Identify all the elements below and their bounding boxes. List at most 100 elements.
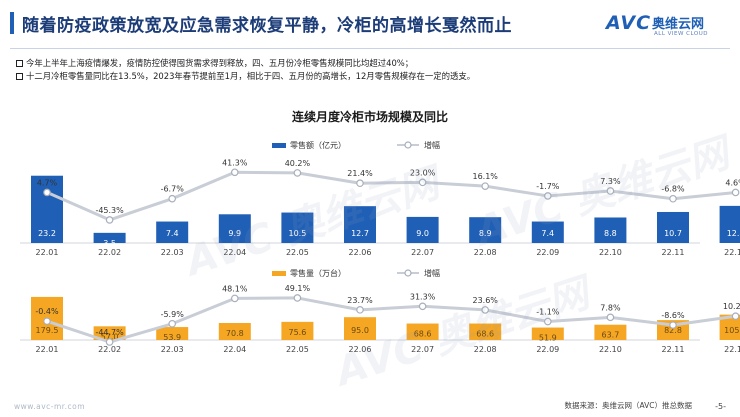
bar-value-label: 68.6 [414, 330, 432, 339]
bar-value-label: 179.5 [36, 326, 59, 335]
bar-sales [344, 206, 376, 243]
growth-value-label: 23.7% [347, 296, 373, 305]
growth-value-label: 41.3% [222, 158, 248, 167]
bar-sales [218, 214, 251, 243]
growth-value-label: -45.3% [95, 206, 124, 215]
growth-value-label: -44.7% [95, 328, 124, 337]
bar-value-label: 57.0 [101, 332, 119, 341]
x-tick-label: 22.02 [98, 345, 121, 354]
chart-title: 连续月度冷柜市场规模及同比 [291, 110, 448, 124]
footer-source: 数据来源：奥维云网（AVC）推总数据 [564, 401, 692, 410]
bar-value-label: 23.2 [38, 229, 56, 238]
bar-value-label: 63.7 [601, 331, 619, 340]
growth-point [543, 317, 552, 326]
checkbox-bullet-icon [16, 73, 23, 80]
growth-point [606, 187, 615, 195]
growth-value-label: 7.3% [600, 177, 621, 186]
growth-point [481, 182, 490, 190]
legend-label-growth: 增幅 [424, 268, 440, 278]
bar-sales [93, 232, 126, 243]
title-divider [10, 48, 730, 49]
logo-english-name: ALL VIEW CLOUD [654, 31, 708, 37]
bar-value-label: 10.7 [664, 229, 682, 238]
bar-volume [344, 317, 376, 340]
title-bar: 随着防疫政策放宽及应急需求恢复平静，冷柜的高增长戛然而止 AVC 奥维云网 AL… [0, 0, 740, 50]
bar-volume [594, 324, 627, 340]
x-tick-label: 22.06 [349, 248, 372, 257]
growth-value-label: 48.1% [222, 284, 248, 293]
growth-point [418, 178, 427, 187]
bar-value-label: 12.7 [351, 229, 369, 238]
growth-value-label: 49.1% [285, 284, 311, 293]
x-tick-label: 22.08 [474, 248, 497, 257]
growth-point [105, 338, 114, 346]
growth-point [669, 321, 677, 329]
growth-point [168, 194, 177, 203]
legend-label-volume: 零售量（万台） [290, 268, 346, 278]
logo-mark: AVC [606, 12, 652, 34]
x-tick-label: 22.11 [662, 345, 685, 354]
x-tick-label: 22.12 [724, 345, 740, 354]
bar-value-label: 12.8 [727, 229, 740, 238]
growth-point [606, 313, 615, 322]
x-tick-label: 22.07 [411, 248, 434, 257]
bar-volume [93, 326, 126, 340]
bar-volume [531, 327, 564, 340]
legend-label-sales: 零售额（亿元） [290, 140, 346, 150]
bar-sales [156, 221, 189, 243]
legend-label-growth: 增幅 [424, 140, 440, 150]
x-tick-label: 22.07 [411, 345, 434, 354]
bar-value-label: 7.4 [541, 229, 554, 238]
bar-sales [594, 217, 627, 243]
bar-value-label: 75.6 [288, 328, 306, 337]
growth-point [669, 194, 677, 203]
logo-chinese-name: 奥维云网 [652, 17, 705, 32]
growth-point [356, 179, 364, 188]
growth-value-label: -1.7% [536, 182, 560, 191]
x-tick-label: 22.05 [286, 345, 309, 354]
growth-point [356, 306, 364, 314]
x-tick-label: 22.09 [536, 345, 559, 354]
x-tick-label: 22.11 [662, 248, 685, 257]
growth-value-label: -6.8% [661, 185, 685, 194]
growth-value-label: -5.9% [161, 310, 185, 319]
growth-line [46, 170, 736, 222]
bar-sales [531, 221, 564, 243]
growth-value-label: 23.6% [472, 296, 498, 305]
bar-sales [469, 217, 502, 243]
growth-value-label: 4.7% [37, 178, 58, 187]
growth-value-label: 31.3% [410, 292, 436, 301]
x-tick-label: 22.03 [161, 345, 184, 354]
growth-value-label: -0.4% [35, 307, 59, 316]
bar-value-label: 95.0 [351, 326, 369, 335]
growth-point [43, 317, 51, 325]
growth-value-label: -1.1% [536, 308, 560, 317]
x-tick-label: 22.03 [161, 248, 184, 257]
x-tick-label: 22.09 [536, 248, 559, 257]
bar-value-label: 9.0 [416, 229, 429, 238]
growth-line [46, 296, 736, 344]
legend-swatch-sales [272, 143, 286, 148]
bullet-item: 今年上半年上海疫情爆发，疫情防控使得囤货需求得到释放，四、五月份冷柜零售规模同比… [16, 57, 726, 70]
growth-point [731, 188, 740, 197]
legend-marker-growth [404, 269, 412, 277]
bar-value-label: 7.4 [166, 229, 179, 238]
bar-volume [469, 323, 502, 340]
footer-url: www.avc-mr.com [14, 402, 86, 411]
bar-volume [218, 323, 251, 340]
bullet-text: 十二月冷柜零售量同比在13.5%，2023年春节提前至1月，相比于四、五月份的高… [26, 71, 476, 81]
bullet-list: 今年上半年上海疫情爆发，疫情防控使得囤货需求得到释放，四、五月份冷柜零售规模同比… [16, 57, 726, 83]
x-tick-label: 22.02 [98, 248, 121, 257]
growth-point [731, 312, 740, 321]
legend-swatch-volume [272, 271, 286, 276]
growth-point [231, 168, 239, 177]
bar-value-label: 68.6 [476, 330, 494, 339]
x-tick-label: 22.05 [286, 248, 309, 257]
bullet-text: 今年上半年上海疫情爆发，疫情防控使得囤货需求得到释放，四、五月份冷柜零售规模同比… [26, 58, 414, 68]
growth-point [231, 294, 239, 303]
bar-sales [657, 211, 689, 243]
legend-marker-growth [404, 141, 412, 149]
growth-value-label: 21.4% [347, 169, 373, 178]
bar-value-label: 10.5 [288, 229, 306, 238]
